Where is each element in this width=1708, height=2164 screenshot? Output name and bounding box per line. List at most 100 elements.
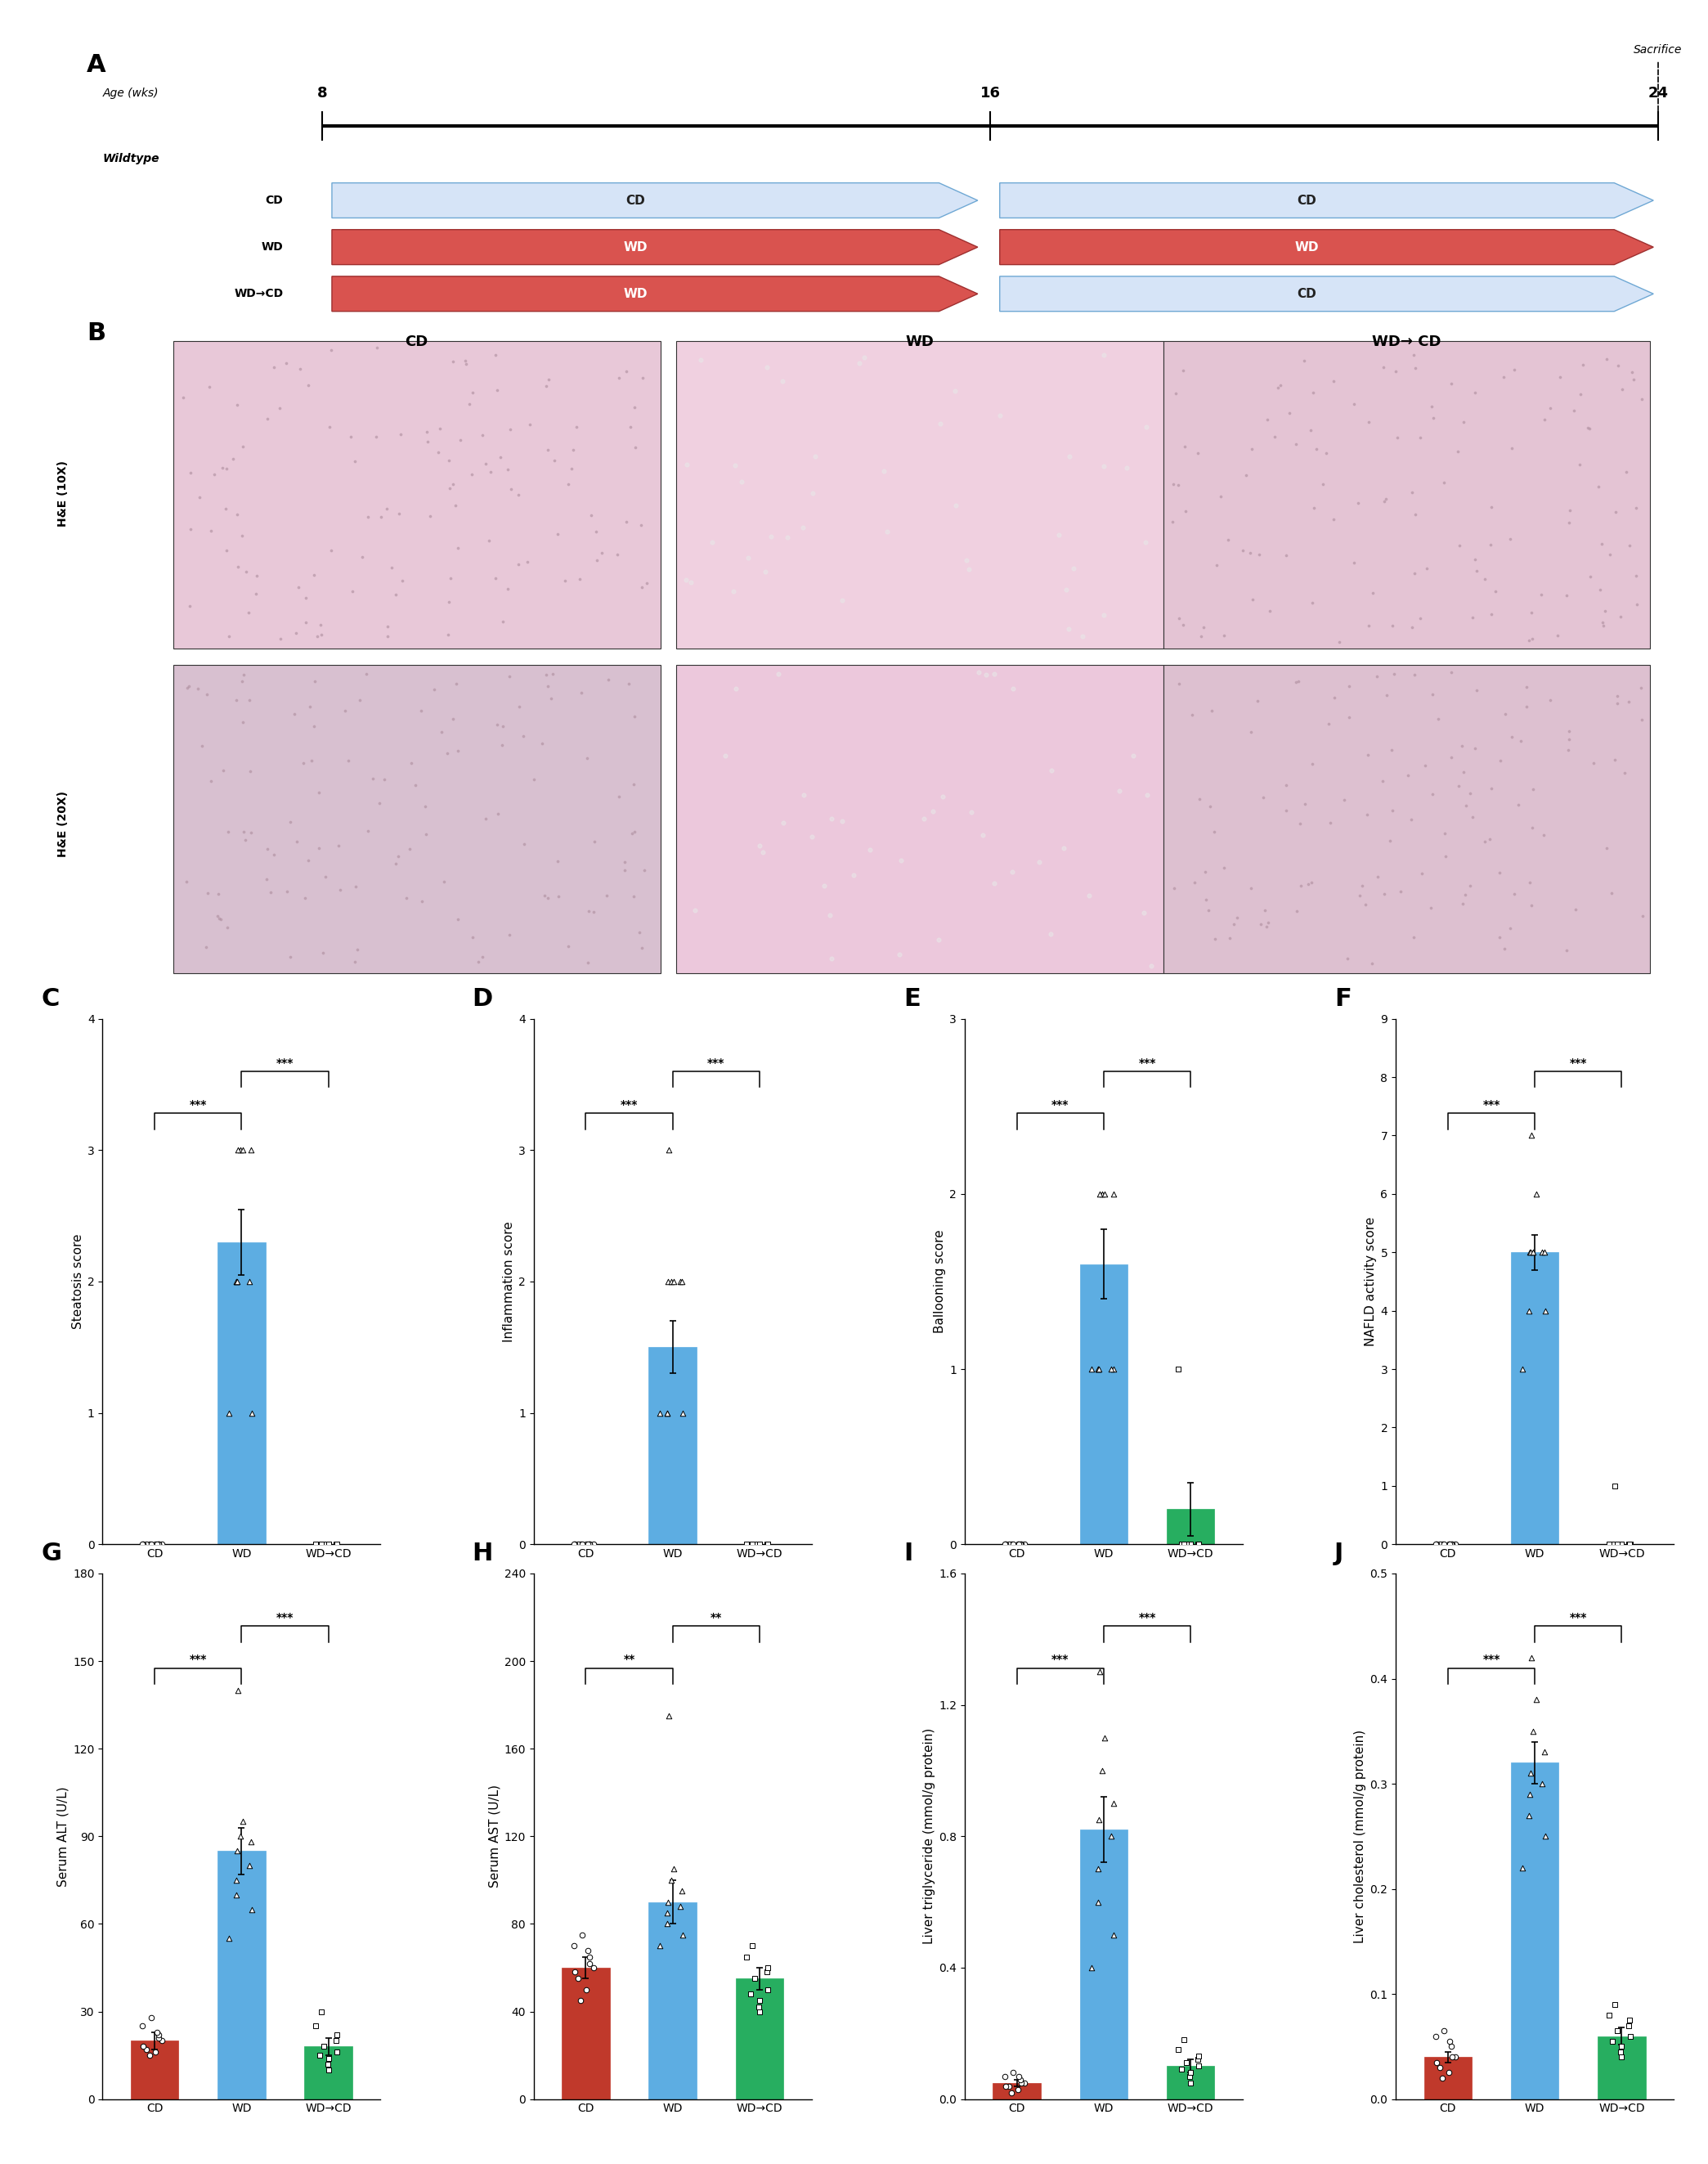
Point xyxy=(629,361,656,396)
Text: **: ** xyxy=(711,1612,722,1623)
Point xyxy=(1476,822,1503,857)
Point xyxy=(1165,602,1192,636)
Point xyxy=(1459,599,1486,634)
Point xyxy=(236,595,263,630)
Point xyxy=(1059,552,1086,586)
Point xyxy=(1382,355,1409,390)
Point xyxy=(1310,467,1337,502)
Point xyxy=(434,736,461,770)
Point xyxy=(753,351,781,385)
Text: CD: CD xyxy=(405,333,429,348)
Point xyxy=(377,550,405,584)
Point xyxy=(205,900,232,935)
Point xyxy=(128,1528,155,1562)
Point xyxy=(1442,2041,1469,2075)
Point xyxy=(1170,1528,1197,1562)
Point xyxy=(371,762,398,796)
Point xyxy=(287,351,314,385)
Point xyxy=(871,454,898,489)
Point xyxy=(359,762,386,796)
Point xyxy=(1208,478,1235,513)
Point xyxy=(1172,428,1199,463)
Point xyxy=(1214,524,1242,558)
Point xyxy=(910,801,938,835)
Point xyxy=(1085,1885,1112,1919)
Point xyxy=(765,656,793,690)
Point xyxy=(681,894,709,928)
Point xyxy=(678,565,705,599)
Point xyxy=(1008,1528,1035,1562)
Point xyxy=(253,861,280,896)
Point xyxy=(1177,1528,1204,1562)
Point xyxy=(1228,532,1255,567)
Point xyxy=(1346,879,1373,913)
Y-axis label: Liver triglyceride (mmol/g protein): Liver triglyceride (mmol/g protein) xyxy=(922,1729,936,1943)
Point xyxy=(142,2034,169,2069)
Point xyxy=(1354,608,1382,643)
Point xyxy=(436,584,463,619)
Point xyxy=(1354,405,1382,439)
Point xyxy=(617,409,644,444)
Point xyxy=(1628,381,1655,415)
Point xyxy=(1535,392,1563,426)
Point xyxy=(1595,1528,1623,1562)
Point xyxy=(237,816,265,850)
FancyBboxPatch shape xyxy=(676,664,1163,974)
Point xyxy=(1464,673,1491,708)
Point xyxy=(1243,684,1271,718)
Point xyxy=(646,1928,673,1963)
Point xyxy=(562,409,589,444)
Point xyxy=(545,844,572,879)
FancyBboxPatch shape xyxy=(1163,664,1650,974)
Point xyxy=(1201,814,1228,848)
Point xyxy=(722,671,750,705)
Point xyxy=(145,1528,173,1562)
Point xyxy=(417,498,444,532)
Point xyxy=(755,1971,782,2006)
Point xyxy=(1158,504,1185,539)
Point xyxy=(1623,558,1650,593)
Point xyxy=(1457,777,1484,812)
Point xyxy=(622,431,649,465)
Point xyxy=(1378,608,1406,643)
Point xyxy=(555,928,582,963)
Point xyxy=(1556,714,1583,749)
Point xyxy=(770,805,798,840)
Text: WD→ CD: WD→ CD xyxy=(1372,333,1442,348)
Point xyxy=(178,457,205,491)
Point xyxy=(383,578,410,612)
Point xyxy=(393,881,420,915)
Point xyxy=(304,619,331,654)
Point xyxy=(1160,872,1187,907)
Point xyxy=(1575,411,1602,446)
Point xyxy=(1424,701,1452,736)
Point xyxy=(451,344,478,379)
Point xyxy=(1520,1236,1547,1270)
Point xyxy=(535,881,562,915)
Point xyxy=(494,571,521,606)
Point xyxy=(229,664,256,699)
Point xyxy=(1351,887,1378,922)
Text: CD: CD xyxy=(625,195,646,206)
Point xyxy=(133,2032,161,2067)
Point xyxy=(745,1528,772,1562)
Point xyxy=(1272,768,1300,803)
Point xyxy=(202,457,229,491)
Point xyxy=(1138,948,1165,982)
Point xyxy=(1069,619,1097,654)
Point xyxy=(1078,1352,1105,1387)
Point xyxy=(306,831,333,866)
Point xyxy=(1231,457,1259,491)
Point xyxy=(1100,1917,1127,1952)
Point xyxy=(541,444,569,478)
Point xyxy=(1353,796,1380,831)
Point xyxy=(174,671,202,705)
Point xyxy=(1170,353,1197,387)
Point xyxy=(254,831,282,866)
Point xyxy=(1431,816,1459,850)
Point xyxy=(1370,351,1397,385)
Point xyxy=(1177,1528,1204,1562)
Point xyxy=(1202,547,1230,582)
Point xyxy=(1172,2045,1199,2080)
Point xyxy=(1056,612,1083,647)
